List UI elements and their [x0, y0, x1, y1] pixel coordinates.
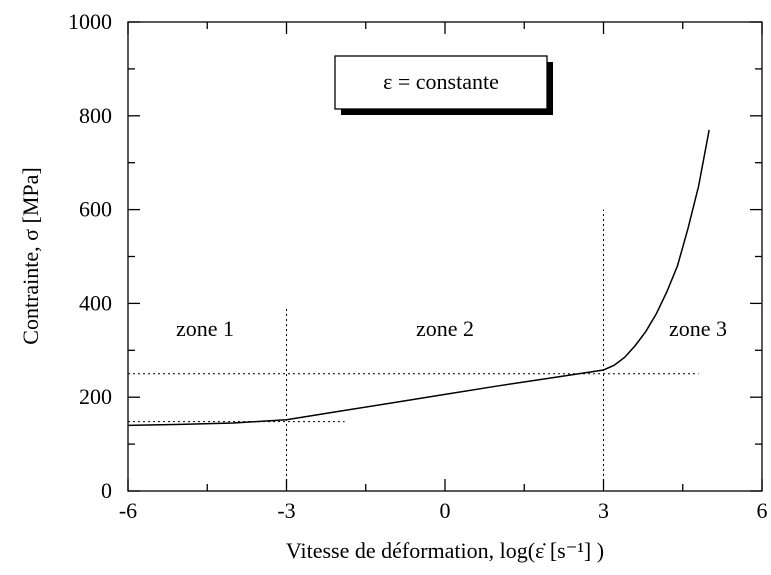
zone-label: zone 1	[176, 316, 234, 341]
y-tick-label: 0	[101, 478, 112, 503]
x-tick-label: -3	[277, 498, 295, 523]
y-tick-label: 200	[79, 384, 112, 409]
y-tick-label: 400	[79, 290, 112, 315]
y-tick-label: 600	[79, 197, 112, 222]
y-tick-label: 1000	[68, 9, 112, 34]
zone-label: zone 2	[416, 316, 474, 341]
x-tick-label: -6	[119, 498, 137, 523]
box-label: ε = constante	[383, 69, 499, 94]
y-tick-label: 800	[79, 103, 112, 128]
curve	[127, 129, 710, 427]
x-tick-label: 0	[440, 498, 451, 523]
x-tick-label: 6	[757, 498, 768, 523]
x-axis-label: Vitesse de déformation, log(ε̇ [s⁻¹] )	[286, 538, 604, 563]
x-tick-label: 3	[598, 498, 609, 523]
y-axis-label: Contrainte, σ [MPa]	[18, 167, 43, 344]
box	[334, 55, 548, 110]
zone-label: zone 3	[669, 316, 727, 341]
